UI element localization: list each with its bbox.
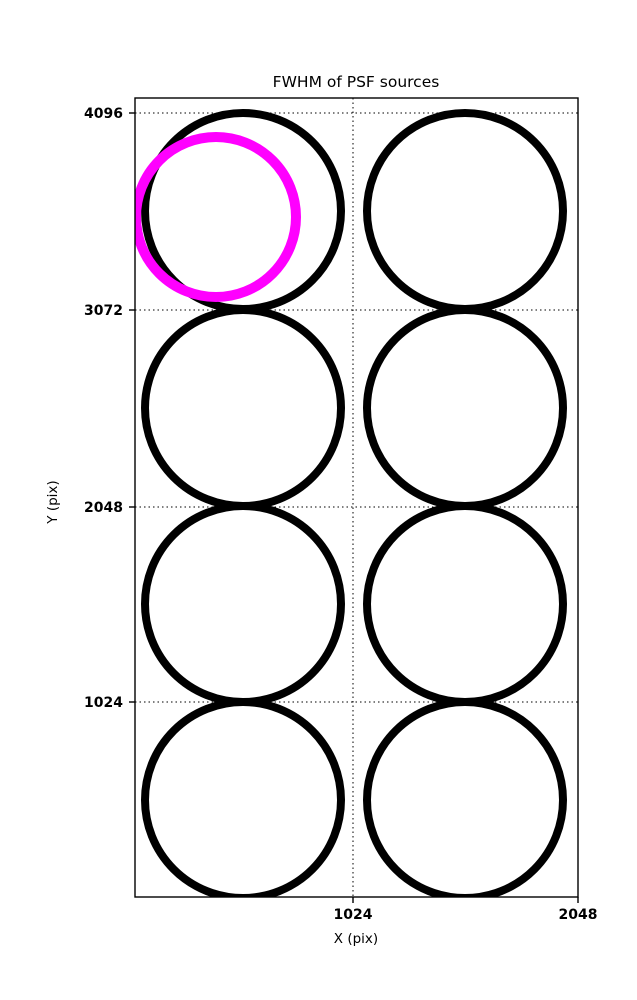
y-ticklabel-4096: 4096 — [84, 106, 123, 122]
y-ticklabel-3072: 3072 — [84, 303, 123, 319]
chart-title: FWHM of PSF sources — [273, 73, 440, 91]
data-point-marker — [363, 698, 567, 897]
data-series-psf-sources — [141, 109, 567, 897]
x-ticklabel-2048: 2048 — [559, 907, 598, 923]
y-ticklabel-1024: 1024 — [84, 695, 123, 711]
y-axis-label: Y (pix) — [45, 480, 61, 524]
axes-frame — [134, 97, 579, 898]
gridlines — [135, 98, 578, 897]
reference-marker — [135, 132, 301, 302]
y-ticklabel-2048: 2048 — [84, 500, 123, 516]
x-axis-ticks — [352, 897, 579, 903]
x-axis-label: X (pix) — [334, 931, 378, 947]
x-ticklabel-1024: 1024 — [334, 907, 373, 923]
data-point-marker — [141, 698, 345, 897]
data-series-reference-fwhm — [135, 132, 301, 302]
y-axis-ticks — [129, 112, 135, 703]
